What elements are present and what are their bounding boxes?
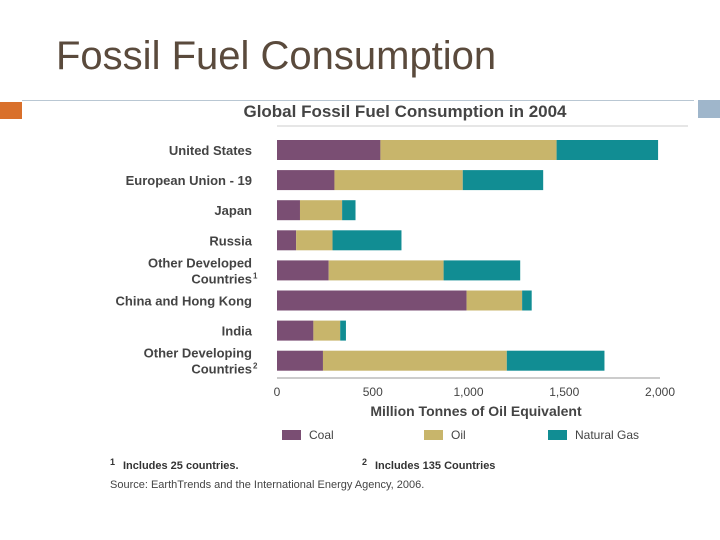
slide-title: Fossil Fuel Consumption [56,34,497,78]
legend-label: Coal [309,428,334,442]
category-label: India [222,324,253,339]
bar-coal [277,290,467,311]
legend: Coal Oil Natural Gas [282,428,639,442]
bar-natural-gas [556,140,659,160]
bar-natural-gas [522,290,532,311]
category-label: Other Developing [144,346,252,361]
bar-oil [296,230,333,251]
bar-natural-gas [332,230,402,251]
footnote-text: Includes 135 Countries [375,460,495,472]
accent-bar-orange [0,102,22,119]
x-tick-label: 1,500 [549,385,579,399]
category-label: Countries [191,271,252,286]
x-tick-label: 500 [363,385,383,399]
bar-oil [380,140,557,160]
category-footnote-mark: 1 [253,271,258,280]
x-tick-label: 2,000 [645,385,675,399]
footnotes: 1 Includes 25 countries. 2 Includes 135 Cou… [110,457,495,472]
category-label: European Union - 19 [126,173,252,188]
bar-natural-gas [443,260,521,281]
title-divider-line [22,100,694,101]
source-text: Source: EarthTrends and the Internationa… [110,479,424,491]
bar-oil [313,320,341,341]
legend-label: Natural Gas [575,428,639,442]
category-footnote-mark: 2 [253,362,258,371]
bar-oil [322,350,507,371]
bar-coal [277,170,335,191]
bar-coal [277,320,314,341]
legend-swatch [424,430,443,440]
bar-oil [334,170,463,191]
bars [277,140,659,371]
category-labels: United States European Union - 19 Japan Rus… [116,143,258,377]
legend-swatch [282,430,301,440]
accent-bar-blue [698,100,720,118]
footnote-text: Includes 25 countries. [123,460,239,472]
bar-coal [277,140,381,160]
bar-natural-gas [342,200,356,221]
bar-coal [277,200,300,221]
bar-oil [299,200,343,221]
category-label: United States [169,143,252,158]
footnote-mark: 1 [110,457,115,467]
category-label: Japan [214,203,252,218]
category-label: China and Hong Kong [116,294,253,309]
category-label: Countries [191,362,252,377]
x-tick-label: 1,000 [453,385,483,399]
bar-coal [277,350,323,371]
legend-swatch [548,430,567,440]
bar-coal [277,230,297,251]
x-tick-label: 0 [274,385,281,399]
bar-natural-gas [340,320,346,341]
category-label: Russia [209,233,252,248]
bar-natural-gas [506,350,605,371]
legend-label: Oil [451,428,466,442]
bar-oil [328,260,444,281]
bar-coal [277,260,329,281]
bar-natural-gas [462,170,544,191]
category-label: Other Developed [148,255,252,270]
chart-title: Global Fossil Fuel Consumption in 2004 [243,102,567,121]
bar-oil [466,290,523,311]
x-tick-labels: 0 500 1,000 1,500 2,000 [274,385,676,399]
x-axis-label: Million Tonnes of Oil Equivalent [370,403,582,419]
footnote-mark: 2 [362,457,367,467]
